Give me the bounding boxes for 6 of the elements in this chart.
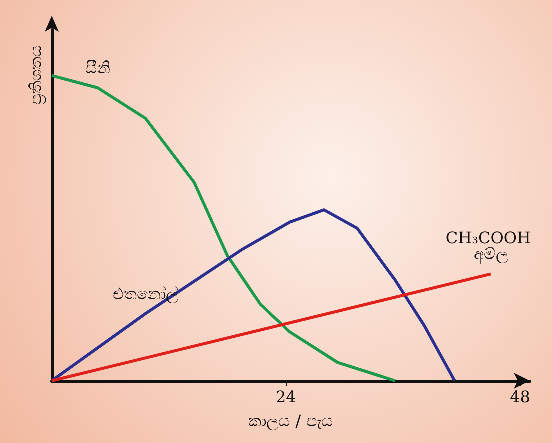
x-tick-label: 48 — [510, 388, 530, 406]
y-axis-title: ප්‍රතිශතය — [26, 45, 46, 105]
x-tick-label: 24 — [276, 388, 296, 406]
x-axis-title: කාලය / පැය — [248, 412, 334, 432]
series-label: CH₃COOH අම්ල — [446, 228, 536, 265]
series-label: සීනි — [85, 58, 110, 78]
